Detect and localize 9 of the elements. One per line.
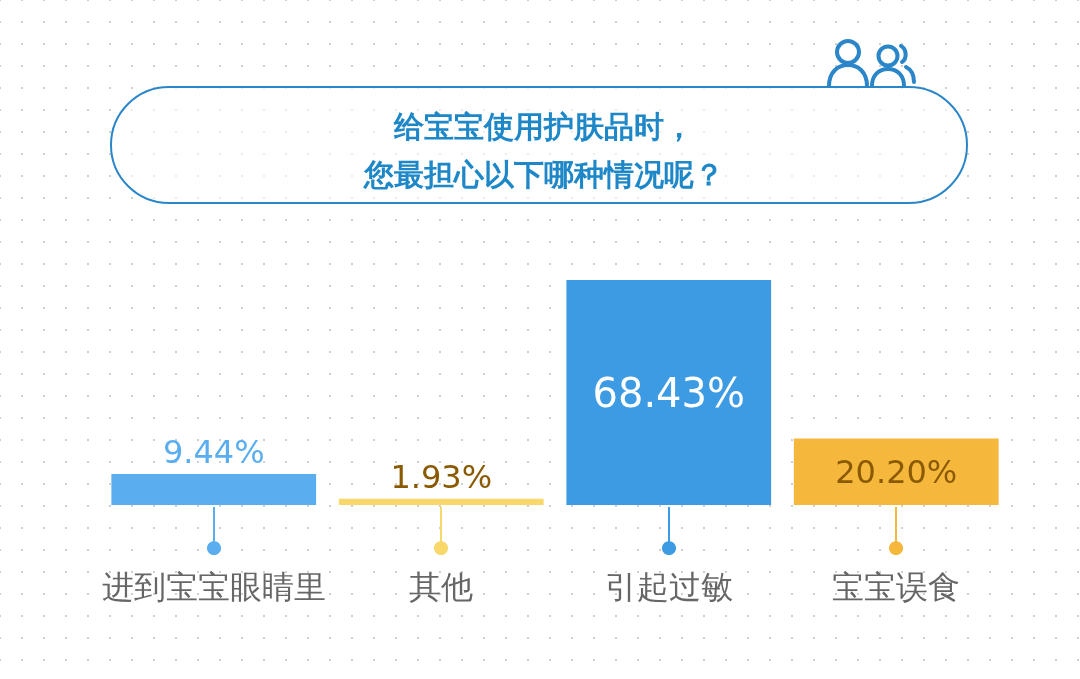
x-tick-label: 其他 (409, 568, 474, 606)
data-label: 68.43% (592, 369, 746, 416)
chart-title: 给宝宝使用护肤品时，您最担心以下哪种情况呢？ (363, 108, 724, 192)
x-tick-label: 引起过敏 (604, 568, 733, 606)
data-label: 9.44% (162, 432, 265, 471)
data-label: 1.93% (390, 457, 493, 496)
data-label: 20.20% (835, 452, 958, 491)
x-tick-label: 进到宝宝眼睛里 (101, 568, 326, 606)
x-tick-label: 宝宝误食 (832, 568, 961, 606)
